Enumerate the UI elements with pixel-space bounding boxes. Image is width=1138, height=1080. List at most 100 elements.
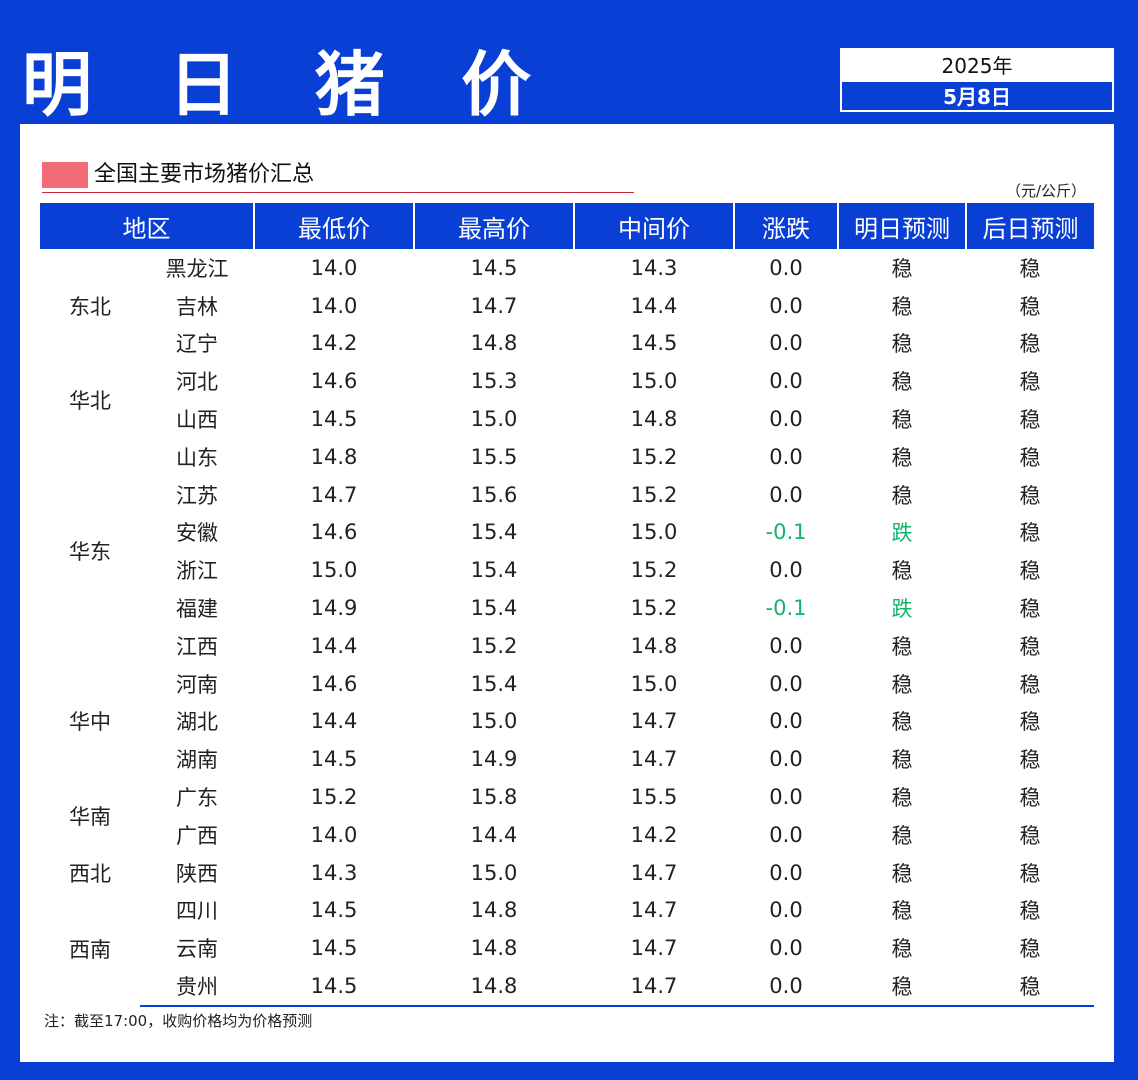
change-cell: -0.1 [765, 520, 807, 545]
region-cell: 西北 [69, 861, 111, 886]
forecast-after-cell: 稳 [1019, 597, 1041, 622]
page-title: 明 日 猪 价 [22, 44, 558, 126]
region-cell: 西南 [69, 937, 111, 962]
province-cell: 湖南 [176, 748, 218, 773]
mid-price-cell: 14.2 [630, 822, 678, 847]
province-cell: 安徽 [176, 521, 218, 546]
high-price-cell: 14.7 [470, 293, 518, 318]
mid-price-cell: 14.7 [630, 709, 678, 734]
mid-price-cell: 14.8 [630, 633, 678, 658]
province-cell: 四川 [176, 899, 218, 924]
table-row: 华北 河北 14.6 15.3 15.0 0.0 稳 稳 [40, 362, 1094, 413]
date-box: 2025年 5月8日 [840, 48, 1114, 112]
change-cell: 0.0 [769, 936, 803, 961]
province-cell: 贵州 [140, 967, 254, 1007]
forecast-after-cell: 稳 [1019, 786, 1041, 811]
table-row: 西北 陕西 14.3 15.0 14.7 0.0 稳 稳 [40, 854, 1094, 892]
change-cell: -0.1 [765, 596, 807, 621]
forecast-after-cell: 稳 [1019, 332, 1041, 357]
table-body: 东北 黑龙江 14.0 14.5 14.3 0.0 稳稳吉林 14.0 14.7 14.4 0.0 稳… [40, 249, 1094, 1007]
forecast-tomorrow-cell: 稳 [891, 710, 913, 735]
forecast-tomorrow-cell: 稳 [891, 823, 913, 848]
table-row: 安徽 14.6 15.4 15.0 -0.1 跌 稳 [40, 514, 1094, 552]
change-cell: 0.0 [769, 709, 803, 734]
change-cell: 0.0 [769, 331, 803, 356]
table-row: 云南 14.5 14.8 14.7 0.0 稳 稳 [40, 929, 1094, 967]
low-price-cell: 14.9 [310, 596, 358, 621]
mid-price-cell: 14.8 [630, 407, 678, 432]
province-cell: 云南 [176, 937, 218, 962]
table-row: 湖南 14.5 14.9 14.7 0.0 稳 稳 [40, 740, 1094, 778]
mid-price-cell: 14.5 [630, 331, 678, 356]
table-row: 华中 河南 14.6 15.4 15.0 0.0 稳稳 [40, 665, 1094, 735]
table-row: 浙江 15.0 15.4 15.2 0.0 稳 稳 [40, 551, 1094, 589]
low-price-cell: 15.2 [310, 785, 358, 810]
province-cell: 江苏 [176, 483, 218, 508]
region-cell: 华南 [69, 804, 111, 829]
forecast-after-cell: 稳 [1019, 294, 1041, 319]
forecast-tomorrow-cell: 稳 [891, 861, 913, 886]
mid-price-cell: 15.5 [630, 785, 678, 810]
low-price-cell: 14.4 [310, 633, 358, 658]
change-cell: 0.0 [769, 860, 803, 885]
mid-price-cell: 14.7 [630, 860, 678, 885]
section-header: 全国主要市场猪价汇总 [42, 158, 634, 193]
high-price-cell: 15.3 [470, 369, 518, 394]
col-header-change: 涨跌 [734, 203, 839, 249]
table-row: 福建 14.9 15.4 15.2 -0.1 跌 稳 [40, 589, 1094, 627]
change-cell: 0.0 [769, 747, 803, 772]
forecast-tomorrow-cell: 稳 [891, 408, 913, 433]
section-marker [42, 162, 88, 188]
change-cell: 0.0 [734, 967, 838, 1007]
table-row: 江苏 14.7 15.6 15.2 0.0 稳 稳 [40, 476, 1094, 514]
forecast-tomorrow-cell: 稳 [891, 786, 913, 811]
forecast-tomorrow-cell: 稳 [891, 483, 913, 508]
region-cell: 东北 [69, 294, 111, 319]
low-price-cell: 14.0 [310, 293, 358, 318]
province-cell: 浙江 [176, 559, 218, 584]
low-price-cell: 14.6 [310, 369, 358, 394]
high-price-cell: 15.4 [470, 558, 518, 583]
change-cell: 0.0 [769, 785, 803, 810]
forecast-tomorrow-cell: 稳 [838, 967, 966, 1007]
high-price-cell: 15.5 [470, 444, 518, 469]
change-cell: 0.0 [769, 444, 803, 469]
mid-price-cell: 15.2 [630, 444, 678, 469]
province-cell: 山西 [176, 408, 218, 433]
high-price-cell: 14.4 [470, 822, 518, 847]
table-row: 华南 广东 15.2 15.8 15.5 0.0 稳 稳 [40, 778, 1094, 829]
high-price-cell: 15.0 [470, 407, 518, 432]
low-price-cell: 14.6 [310, 671, 358, 696]
province-cell: 山东 [176, 445, 218, 470]
province-cell: 湖北 [176, 710, 218, 735]
low-price-cell: 14.5 [310, 936, 358, 961]
low-price-cell: 14.7 [310, 482, 358, 507]
low-price-cell: 14.4 [310, 709, 358, 734]
change-cell: 0.0 [769, 407, 803, 432]
low-price-cell: 14.5 [254, 967, 414, 1007]
forecast-after-cell: 稳 [1019, 672, 1041, 697]
forecast-after-cell: 稳 [1019, 256, 1041, 281]
col-header-high: 最高价 [414, 203, 575, 249]
mid-price-cell: 14.7 [630, 747, 678, 772]
mid-price-cell: 15.0 [630, 369, 678, 394]
region-cell: 华中 [69, 710, 111, 735]
table-row: 辽宁 14.2 14.8 14.5 0.0 稳 稳 [40, 325, 1094, 363]
forecast-tomorrow-cell: 稳 [891, 672, 913, 697]
forecast-after-cell: 稳 [1019, 521, 1041, 546]
province-cell: 吉林 [176, 294, 218, 319]
section-title: 全国主要市场猪价汇总 [94, 162, 315, 187]
table-row: 东北 黑龙江 14.0 14.5 14.3 0.0 稳稳 [40, 249, 1094, 319]
province-cell: 黑龙江 [165, 256, 229, 281]
province-cell: 河南 [176, 672, 218, 697]
high-price-cell: 15.2 [470, 633, 518, 658]
change-cell: 0.0 [769, 255, 803, 280]
high-price-cell: 15.4 [470, 520, 518, 545]
high-price-cell: 14.8 [470, 898, 518, 923]
forecast-after-cell: 稳 [1019, 483, 1041, 508]
col-header-low: 最低价 [254, 203, 415, 249]
forecast-after-cell: 稳 [1019, 861, 1041, 886]
mid-price-cell: 15.2 [630, 596, 678, 621]
province-cell: 辽宁 [176, 332, 218, 357]
forecast-after-cell: 稳 [1019, 899, 1041, 924]
